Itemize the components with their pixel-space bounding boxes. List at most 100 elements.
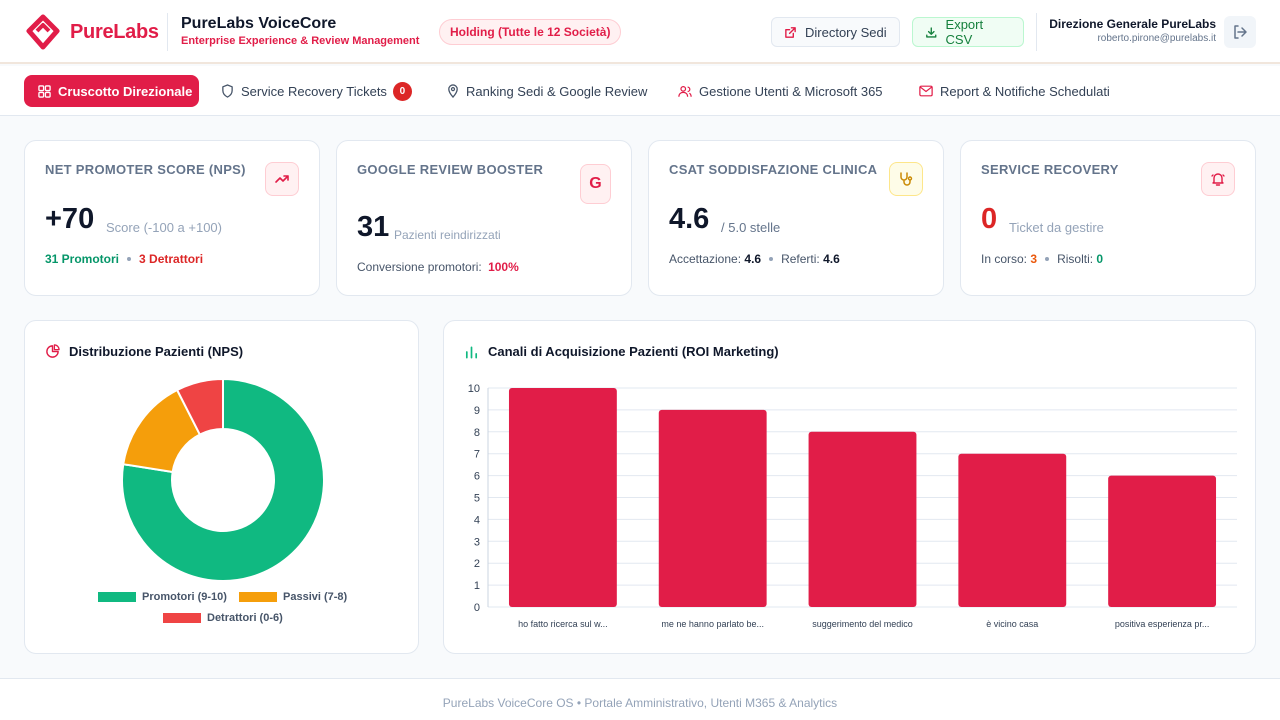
kpi-label: CSAT SODDISFAZIONE CLINICA (669, 162, 878, 177)
conversion-value: 100% (488, 260, 519, 274)
in-corso-value: 3 (1030, 252, 1038, 266)
mail-icon (919, 85, 933, 97)
x-tick-label: suggerimento del medico (812, 619, 913, 629)
donut-slice[interactable] (121, 377, 325, 582)
kpi-foot: Accettazione: 4.6 Referti: 4.6 (669, 252, 840, 266)
donut-slice[interactable] (175, 377, 224, 436)
ticket-count-badge: 0 (392, 81, 412, 101)
kpi-unit: Ticket da gestire (1009, 220, 1104, 235)
risolti-value: 0 (1096, 252, 1104, 266)
kpi-value: 31 (357, 211, 390, 243)
tab-label: Service Recovery Tickets (241, 83, 387, 99)
y-tick-label: 3 (474, 536, 480, 548)
dashboard-icon (38, 84, 51, 98)
panel-title: Canali di Acquisizione Pazienti (ROI Mar… (464, 344, 779, 359)
export-csv-button[interactable]: Export CSV (912, 17, 1024, 47)
kpi-unit: / 5.0 stelle (721, 220, 781, 235)
panel-title-text: Distribuzione Pazienti (NPS) (69, 344, 244, 359)
legend-swatch (163, 613, 201, 623)
y-tick-label: 0 (474, 602, 480, 614)
x-tick-label: me ne hanno parlato be... (661, 619, 764, 629)
kpi-card-csat: CSAT SODDISFAZIONE CLINICA 4.6 / 5.0 ste… (648, 140, 944, 296)
user-email: roberto.pirone@purelabs.it (1097, 33, 1216, 44)
in-corso-label: In corso: (981, 252, 1028, 266)
x-tick-label: è vicino casa (986, 619, 1038, 629)
legend-item[interactable]: Detrattori (0-6) (163, 612, 283, 624)
y-tick-label: 4 (474, 514, 480, 526)
bar[interactable] (658, 409, 767, 607)
bar[interactable] (508, 388, 617, 607)
tab-gestione-utenti[interactable]: Gestione Utenti & Microsoft 365 (678, 75, 883, 107)
kpi-card-nps: NET PROMOTER SCORE (NPS) +70 Score (-100… (24, 140, 320, 296)
directory-sedi-label: Directory Sedi (805, 24, 887, 40)
tab-label: Cruscotto Direzionale (58, 83, 193, 99)
directory-sedi-button[interactable]: Directory Sedi (771, 17, 900, 47)
download-icon (926, 26, 937, 38)
legend-label: Detrattori (0-6) (207, 612, 283, 624)
kpi-card-google: GOOGLE REVIEW BOOSTER G 31 Pazienti rein… (336, 140, 632, 296)
stethoscope-icon (889, 162, 923, 196)
tab-label: Ranking Sedi & Google Review (466, 83, 648, 99)
shield-icon (222, 84, 233, 98)
tab-label: Gestione Utenti & Microsoft 365 (699, 83, 883, 99)
legend-swatch (239, 592, 277, 602)
purelabs-logo-icon (26, 14, 60, 50)
bar[interactable] (958, 453, 1067, 607)
legend-label: Promotori (9-10) (142, 591, 227, 603)
map-pin-icon (448, 84, 458, 98)
x-tick-label: positiva esperienza pr... (1115, 619, 1210, 629)
x-tick-label: ho fatto ricerca sul w... (518, 619, 608, 629)
kpi-label: NET PROMOTER SCORE (NPS) (45, 162, 246, 177)
kpi-value: 0 (981, 203, 998, 235)
referti-label: Referti: (781, 252, 820, 266)
dot-separator (769, 256, 774, 261)
kpi-unit: Score (-100 a +100) (106, 220, 222, 235)
kpi-foot: In corso: 3 Risolti: 0 (981, 252, 1103, 266)
logout-icon (1234, 25, 1247, 39)
bar[interactable] (808, 431, 917, 607)
referti-value: 4.6 (823, 252, 840, 266)
app-subtitle: Enterprise Experience & Review Managemen… (181, 35, 420, 47)
kpi-card-service-recovery: SERVICE RECOVERY 0 Ticket da gestire In … (960, 140, 1256, 296)
accettazione-value: 4.6 (744, 252, 762, 266)
nps-donut-chart (121, 377, 325, 582)
legend-item[interactable]: Passivi (7-8) (239, 591, 347, 603)
tab-report-notifiche[interactable]: Report & Notifiche Schedulati (919, 75, 1110, 107)
y-tick-label: 6 (474, 471, 480, 483)
page-footer: PureLabs VoiceCore OS • Portale Amminist… (0, 678, 1280, 720)
conversion-label: Conversione promotori: (357, 260, 482, 274)
tab-cruscotto-direzionale[interactable]: Cruscotto Direzionale (24, 75, 199, 107)
users-icon (678, 85, 692, 97)
kpi-label: SERVICE RECOVERY (981, 162, 1119, 177)
accettazione-label: Accettazione: (669, 252, 742, 266)
legend-item[interactable]: Promotori (9-10) (98, 591, 227, 603)
user-name: Direzione Generale PureLabs (1049, 17, 1216, 31)
trending-up-icon (265, 162, 299, 196)
kpi-value: +70 (45, 203, 95, 235)
logo[interactable]: PureLabs (24, 14, 159, 50)
kpi-foot: Conversione promotori: 100% (357, 260, 519, 274)
detractors-count: 3 Detrattori (139, 252, 204, 266)
bell-icon (1201, 162, 1235, 196)
pie-chart-icon (46, 344, 60, 358)
tab-label: Report & Notifiche Schedulati (940, 83, 1110, 99)
bar[interactable] (1108, 475, 1217, 607)
tab-ranking-sedi[interactable]: Ranking Sedi & Google Review (447, 75, 647, 107)
y-tick-label: 7 (474, 449, 480, 461)
logo-text: PureLabs (70, 20, 159, 43)
header-divider (167, 13, 168, 51)
external-link-icon (785, 26, 796, 38)
export-csv-label: Export CSV (945, 17, 984, 47)
app-header: PureLabs PureLabs VoiceCore Enterprise E… (0, 0, 1280, 64)
legend-label: Passivi (7-8) (283, 591, 348, 603)
logout-button[interactable] (1224, 16, 1256, 48)
tab-service-recovery-tickets[interactable]: Service Recovery Tickets 0 (221, 75, 412, 107)
kpi-value: 4.6 (669, 203, 710, 235)
holding-selector[interactable]: Holding (Tutte le 12 Società) (439, 19, 622, 45)
app-title: PureLabs VoiceCore (181, 15, 337, 32)
dot-separator (127, 256, 132, 261)
risolti-label: Risolti: (1057, 252, 1094, 266)
y-tick-label: 1 (474, 580, 480, 592)
acquisition-channels-panel: Canali di Acquisizione Pazienti (ROI Mar… (443, 320, 1256, 654)
dot-separator (1045, 256, 1050, 261)
